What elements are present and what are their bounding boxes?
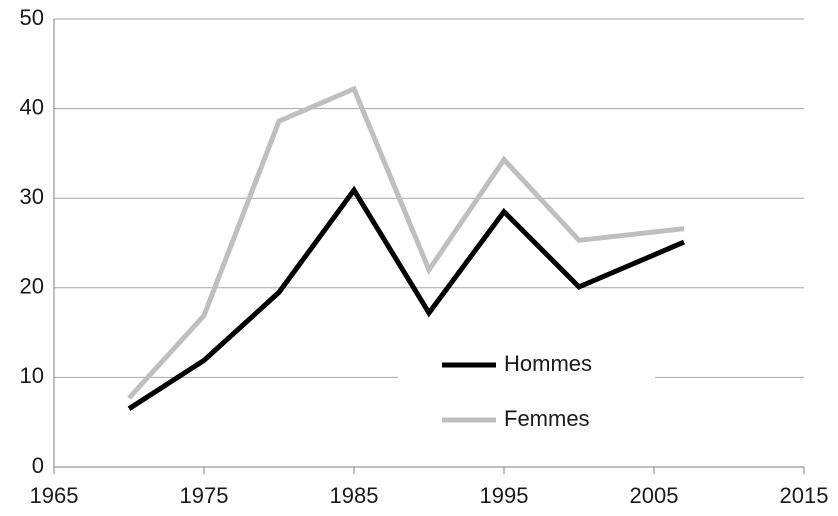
legend-label: Femmes — [504, 406, 590, 431]
y-tick-label: 0 — [32, 453, 44, 478]
x-tick-label: 1965 — [30, 483, 79, 508]
y-tick-label: 50 — [20, 5, 44, 30]
legend: Hommes Femmes — [398, 340, 655, 440]
y-tick-label: 30 — [20, 184, 44, 209]
x-tick-label: 2015 — [780, 483, 829, 508]
legend-box — [398, 340, 655, 440]
x-tick-label: 2005 — [630, 483, 679, 508]
line-series — [127, 185, 685, 411]
x-tick-label: 1975 — [180, 483, 229, 508]
y-tick-label: 10 — [20, 363, 44, 388]
legend-label: Hommes — [504, 351, 592, 376]
y-tick-label: 40 — [20, 94, 44, 119]
line-series — [127, 85, 685, 400]
y-tick-label: 20 — [20, 274, 44, 299]
x-tick-label: 1995 — [480, 483, 529, 508]
x-tick-label: 1985 — [330, 483, 379, 508]
